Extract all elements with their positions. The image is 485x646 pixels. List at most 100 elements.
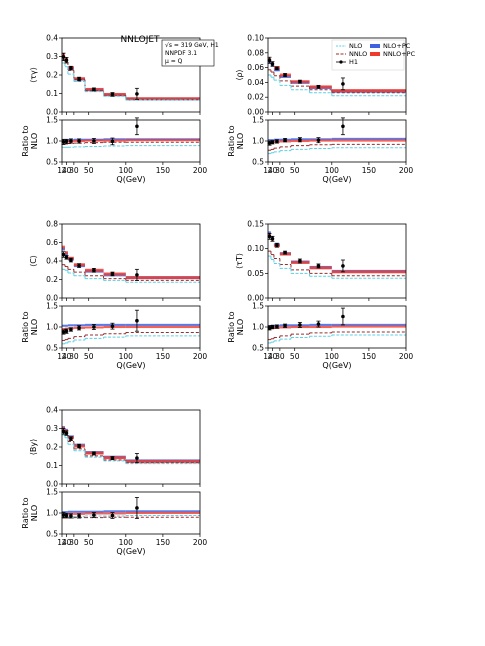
y-tick-label: 1.0 [252, 137, 264, 146]
data-point-4 [92, 139, 96, 143]
y-tick-label: 0.3 [46, 424, 58, 433]
data-point-4 [92, 451, 96, 456]
y-tick-label: 0.2 [46, 275, 58, 284]
data-point-6 [341, 314, 345, 319]
legend-label: NLO [349, 42, 362, 50]
x-tick-label: 100 [325, 352, 340, 361]
series-nnlo [268, 250, 406, 277]
y-tick-label: 0.08 [247, 48, 264, 57]
y-tick-label: 0.6 [46, 238, 58, 247]
band-nnlopc-1 [64, 251, 68, 255]
band-nnlopc-0 [62, 328, 65, 331]
band-nlopc-5 [309, 138, 332, 141]
data-point-0 [61, 330, 66, 334]
y-tick-label: 1.5 [252, 116, 264, 125]
data-point-3 [77, 139, 81, 143]
x-tick-label: 50 [84, 352, 94, 361]
y-axis-label: ⟨τγ⟩ [29, 67, 38, 83]
y-tick-label: 0.8 [46, 220, 58, 229]
y-tick-label: 1.0 [46, 509, 58, 518]
figure-title: NNLOJET [120, 35, 160, 45]
series-nlopc [62, 426, 200, 463]
data-point-3 [283, 138, 287, 142]
band-nnlopc-5 [103, 512, 126, 515]
x-tick-label: 30 [69, 166, 79, 175]
band-nlopc-5 [103, 510, 126, 513]
band-nnlopc-5 [309, 85, 332, 89]
info-line-0: √s = 319 GeV, H1 [165, 42, 219, 49]
x-tick-label: 100 [119, 166, 134, 175]
series-nlo [62, 145, 200, 148]
ratio-y-label-line1: Ratio to [227, 125, 236, 156]
band-nnlopc-5 [309, 266, 332, 270]
data-point-4 [92, 325, 96, 329]
band-nlopc-0 [62, 324, 65, 327]
data-point-0 [61, 429, 66, 434]
series-nlopc [62, 510, 200, 514]
y-tick-label: 0.0 [46, 108, 58, 117]
band-nlopc-3 [73, 510, 85, 513]
x-tick-label: 200 [399, 166, 414, 175]
band-nnlopc-5 [309, 325, 332, 329]
x-tick-label: 30 [275, 166, 285, 175]
series-nlo [268, 334, 406, 344]
x-tick-label: 100 [325, 166, 340, 175]
legend-label: NNLO [349, 50, 367, 58]
y-axis-label: ⟨ρ⟩ [235, 69, 244, 80]
ratio-y-label-line1: Ratio to [21, 497, 30, 528]
data-point-3 [77, 514, 81, 518]
x-tick-label: 30 [275, 352, 285, 361]
ratio-y-label-line2: NLO [30, 133, 39, 149]
axes-frame [61, 223, 201, 299]
legend-item-nlo: NLO [336, 42, 362, 50]
ratio-y-label-line2: NLO [236, 319, 245, 335]
data-point-2 [275, 139, 279, 144]
legend-frame [331, 39, 405, 71]
data-point-6 [341, 264, 345, 268]
band-nnlopc-1 [64, 327, 68, 330]
data-point-2 [275, 324, 279, 329]
band-nlopc-1 [270, 139, 274, 142]
y-tick-label: 1.5 [46, 302, 58, 311]
data-point-4 [92, 87, 96, 92]
legend-label: H1 [349, 58, 358, 66]
data-point-5 [110, 456, 115, 460]
x-tick-label: 20 [62, 166, 72, 175]
series-h1 [267, 117, 345, 146]
band-nnlopc-6 [125, 97, 200, 101]
band-nnlopc-6 [125, 325, 200, 329]
band-nlopc-1 [64, 511, 68, 514]
y-tick-label: 0.4 [46, 257, 58, 266]
legend-item-h1: H1 [336, 58, 358, 66]
main-panel: 0.00 0.02 0.04 0.06 0.08 0.10 [247, 34, 407, 117]
band-nnlopc-5 [103, 272, 126, 276]
y-tick-label: 0.5 [252, 158, 264, 167]
data-point-5 [316, 85, 321, 89]
data-point-1 [270, 237, 275, 241]
x-tick-label: 50 [84, 166, 94, 175]
data-point-4 [298, 137, 302, 142]
data-point-6 [135, 273, 139, 277]
y-tick-label: 0.00 [247, 108, 264, 117]
series-h1 [61, 117, 139, 146]
data-point-4 [92, 513, 96, 517]
series-nnlo [62, 516, 200, 519]
band-nnlopc-6 [331, 89, 406, 93]
data-point-5 [110, 139, 115, 144]
band-nnlopc-6 [331, 139, 406, 142]
y-tick-label: 0.02 [247, 93, 264, 102]
data-point-0 [267, 141, 272, 145]
series-h1 [267, 232, 345, 273]
y-tick-label: 0.4 [46, 34, 58, 43]
series-nlo [62, 268, 200, 283]
series-nnlopc [62, 427, 200, 463]
ratio-y-label-line1: Ratio to [227, 311, 236, 342]
band-nnlopc-6 [125, 511, 200, 515]
band-nnlopc-6 [125, 276, 200, 280]
series-nlo [62, 62, 200, 101]
x-tick-label: 20 [62, 538, 72, 547]
